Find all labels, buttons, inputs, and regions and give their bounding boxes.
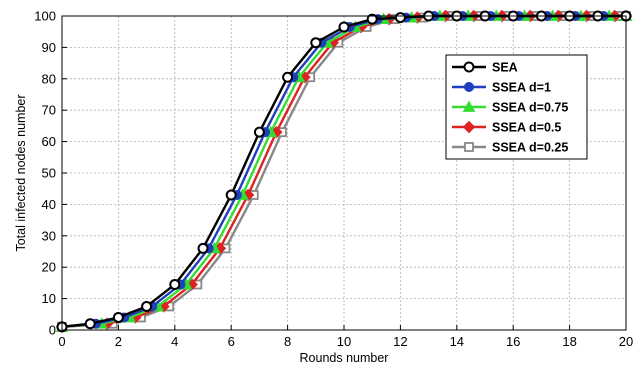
legend-label: SSEA d=0.25 [492,141,568,155]
legend-swatch-marker [462,100,476,112]
x-tick-label: 4 [171,334,178,349]
legend: SEA SSEA d=1 SSEA d=0.75 SSEA d=0.5 SSEA d=0… [445,54,588,160]
data-point [84,318,96,330]
legend-label: SSEA d=0.75 [492,101,568,115]
legend-label: SSEA d=1 [492,81,551,95]
data-point [282,71,294,83]
x-tick-label: 2 [115,334,122,349]
legend-entry: SSEA d=0.5 [452,121,561,135]
y-tick-label: 100 [34,9,56,24]
x-tick-label: 14 [450,334,464,349]
x-tick-label: 12 [393,334,407,349]
y-tick-label: 30 [42,228,56,243]
x-axis-label: Rounds number [300,351,389,365]
data-point [197,242,209,254]
x-axis-ticks: 0 2 4 6 8 10 12 14 16 18 20 [58,325,633,349]
legend-entry: SSEA d=1 [452,81,551,95]
x-tick-label: 10 [337,334,351,349]
y-axis-ticks: 0 10 20 30 40 50 60 70 80 90 100 [34,9,67,338]
data-point [225,189,237,201]
legend-swatch-marker [464,82,474,92]
data-point [112,311,124,323]
legend-entry: SSEA d=0.25 [452,141,568,155]
data-point [394,12,406,24]
legend-label: SEA [492,61,518,75]
x-tick-label: 18 [562,334,576,349]
y-tick-label: 10 [42,291,56,306]
y-tick-label: 70 [42,103,56,118]
legend-entry: SSEA d=0.75 [452,100,568,115]
x-tick-label: 20 [619,334,633,349]
y-tick-label: 20 [42,260,56,275]
y-tick-label: 0 [49,323,56,338]
data-point [141,300,153,312]
x-tick-label: 6 [228,334,235,349]
y-tick-label: 50 [42,166,56,181]
y-axis-label: Total infected nodes number [14,94,28,251]
data-point [169,278,181,290]
legend-swatch-marker [463,61,475,73]
legend-swatch-marker [462,120,476,134]
legend-entry: SEA [452,61,518,75]
data-point [366,13,378,25]
x-tick-label: 16 [506,334,520,349]
x-tick-label: 8 [284,334,291,349]
data-point [310,37,322,49]
y-tick-label: 80 [42,71,56,86]
plot-frame [61,15,627,331]
data-point [338,21,350,33]
y-tick-label: 40 [42,197,56,212]
data-point [253,126,265,138]
legend-swatch-marker [464,142,474,152]
x-tick-label: 0 [58,334,65,349]
y-tick-label: 90 [42,40,56,55]
legend-label: SSEA d=0.5 [492,121,561,135]
y-tick-label: 60 [42,134,56,149]
